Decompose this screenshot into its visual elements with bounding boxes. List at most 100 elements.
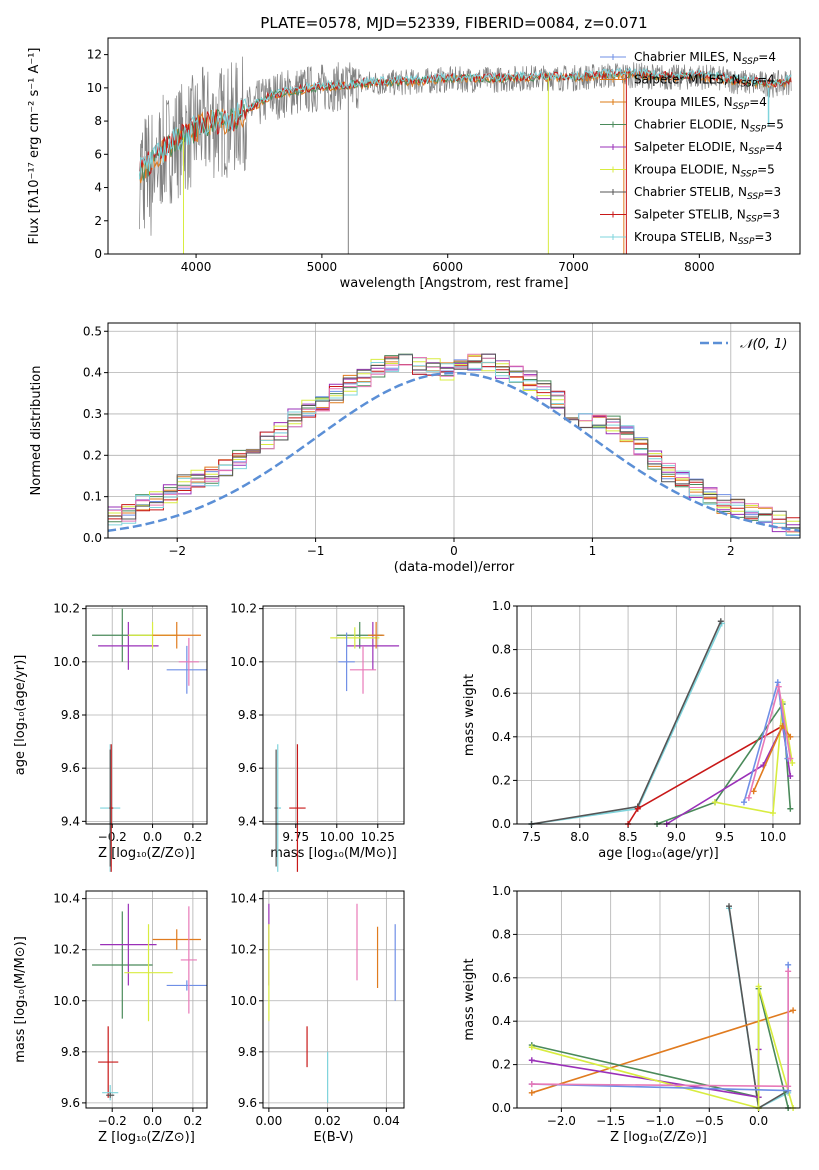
- legend-subscript: SSP: [733, 102, 750, 112]
- y-tick-label: 1.0: [492, 884, 511, 898]
- y-tick-label: 0.1: [83, 490, 102, 504]
- weight-line-salpeter_elodie: [666, 723, 792, 825]
- x-axis-label: (data-model)/error: [394, 560, 515, 575]
- x-tick-label: 2: [727, 544, 735, 558]
- errorbar-point: [178, 637, 199, 686]
- x-tick-label: 9.75: [282, 830, 309, 844]
- y-tick-label: 9.8: [61, 708, 80, 722]
- x-tick-label: 5000: [307, 260, 338, 274]
- weight-marker: [787, 773, 794, 780]
- weight-marker: [755, 983, 762, 990]
- z_mass-frame: [85, 890, 208, 1109]
- y-tick-label: 0.2: [492, 1058, 511, 1072]
- weight-line-chabrier_stelib: [531, 620, 722, 825]
- legend-subscript: SSP: [750, 125, 767, 135]
- legend-text: =5: [757, 163, 775, 177]
- legend-text: =3: [754, 230, 772, 244]
- errorbar-point: [98, 1026, 119, 1098]
- legend-text: =4: [765, 140, 783, 154]
- legend-text: Chabrier ELODIE, N: [634, 118, 750, 132]
- weight-marker: [528, 1089, 535, 1096]
- x-tick-label: 0.0: [143, 830, 162, 844]
- legend-text: Kroupa STELIB, N: [634, 230, 738, 244]
- y-tick-label: 0.0: [492, 1101, 511, 1115]
- normal-curve: [108, 371, 800, 533]
- histogram-series-kroupa_stelib: [108, 354, 800, 536]
- histogram-series-chabrier_elodie: [108, 353, 800, 529]
- y-tick-label: 10.2: [230, 602, 257, 616]
- errorbar-point: [166, 980, 207, 991]
- legend-label: Chabrier MILES, NSSP=4: [634, 50, 776, 67]
- histogram-series-chabrier_stelib: [108, 353, 800, 531]
- model-line-kroupa_stelib: [139, 66, 792, 180]
- mass_age-errorbars: [274, 621, 400, 872]
- weight-marker: [775, 683, 782, 690]
- histogram-steps: [108, 353, 800, 537]
- y-axis-label: Flux [fλ10⁻¹⁷ erg cm⁻² s⁻¹ A⁻¹]: [27, 48, 42, 245]
- legend-text: =4: [757, 73, 775, 87]
- y-tick-label: 10.2: [230, 943, 257, 957]
- residuals-axes: −2 −1 0 1 2 0.0 0.1 0.2 0.3 0.4 0.5: [83, 323, 800, 558]
- x-tick-label: 8000: [684, 260, 715, 274]
- x-axis-label: Z [log₁₀(Z/Z⊙)]: [98, 1130, 195, 1145]
- weight-marker: [787, 805, 794, 812]
- z_age-axes: −0.2 0.0 0.2 9.4 9.6 9.8 10.0 10.2: [53, 602, 207, 844]
- x-axis-label: Z [log₁₀(Z/Z⊙)]: [610, 1130, 707, 1145]
- z_age-errorbars: [92, 608, 207, 872]
- y-tick-label: 10: [87, 81, 102, 95]
- y-tick-label: 10.0: [230, 994, 257, 1008]
- x-tick-label: −0.2: [98, 1114, 127, 1128]
- weight-marker: [528, 1081, 535, 1088]
- histogram-series-salpeter_elodie: [108, 353, 800, 533]
- y-tick-label: 0.8: [492, 643, 511, 657]
- legend-text: Salpeter ELODIE, N: [634, 140, 748, 154]
- weight-marker: [750, 788, 757, 795]
- spectrum-axes: 4000 5000 6000 7000 8000 0 2 4 6 8 10 12: [87, 48, 715, 274]
- legend-text: Chabrier MILES, N: [634, 50, 742, 64]
- weight-marker: [740, 799, 747, 806]
- x-tick-label: −2: [168, 544, 186, 558]
- weight-marker: [769, 810, 776, 817]
- x-tick-label: 6000: [432, 260, 463, 274]
- y-tick-label: 9.6: [61, 1096, 80, 1110]
- errorbar-point: [367, 621, 385, 649]
- y-axis-label: mass weight: [462, 674, 477, 756]
- y-tick-label: 10.0: [53, 655, 80, 669]
- legend-text: =3: [762, 208, 780, 222]
- weight-line-kroupa_stelib: [531, 623, 723, 825]
- errorbar-point: [166, 645, 207, 694]
- ebv_mass-errorbars: [268, 903, 396, 1103]
- errorbar-point: [349, 645, 377, 694]
- spectrum-lines: [139, 56, 792, 254]
- y-tick-label: 0.0: [83, 531, 102, 545]
- legend-label: Chabrier ELODIE, NSSP=5: [634, 118, 784, 135]
- weight-marker: [774, 679, 781, 686]
- data-spectrum-line: [139, 56, 792, 236]
- x-tick-label: −0.2: [98, 830, 127, 844]
- x-tick-label: −1.5: [596, 1114, 625, 1128]
- x-tick-label: 0.0: [143, 1114, 162, 1128]
- y-tick-label: 10.0: [230, 655, 257, 669]
- x-tick-label: 8.5: [619, 830, 638, 844]
- weight-marker: [528, 1044, 535, 1051]
- y-tick-label: 0.3: [83, 407, 102, 421]
- legend-text: =4: [758, 50, 776, 64]
- y-tick-label: 0.4: [492, 1014, 511, 1028]
- x-tick-label: 9.0: [667, 830, 686, 844]
- y-tick-label: 9.4: [61, 814, 80, 828]
- y-tick-label: 9.8: [238, 708, 257, 722]
- x-tick-label: −1.0: [645, 1114, 674, 1128]
- y-tick-label: 0.6: [492, 686, 511, 700]
- model-line-salpeter_stelib: [139, 68, 792, 176]
- histogram-series-chabrier_miles: [108, 353, 800, 536]
- legend-label: Kroupa MILES, NSSP=4: [634, 95, 767, 112]
- legend-text: Kroupa MILES, N: [634, 95, 733, 109]
- x-tick-label: 0: [450, 544, 458, 558]
- errorbar-point: [124, 924, 173, 1022]
- x-axis-label: wavelength [Angstrom, rest frame]: [340, 276, 569, 291]
- x-tick-label: 0.02: [314, 1114, 341, 1128]
- weight-marker: [717, 618, 724, 625]
- legend-text: =5: [766, 118, 784, 132]
- age_weight-series: [528, 618, 796, 827]
- age_weight-axes: 7.5 8.0 8.5 9.0 9.5 10.0 0.0 0.2 0.4 0.6 0.8 1.0: [492, 599, 800, 844]
